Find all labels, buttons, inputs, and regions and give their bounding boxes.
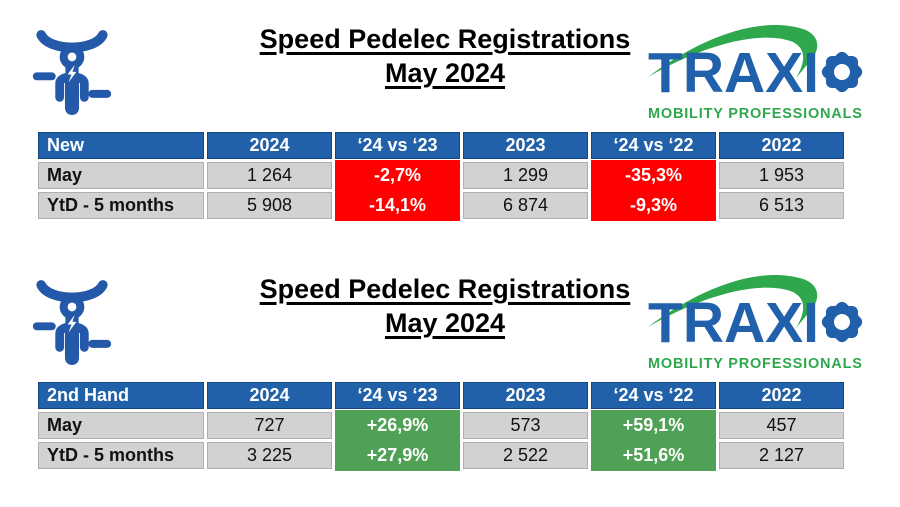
logo-brand-text: TRAXI [648,291,819,355]
delta-24vs22: +51,6% [591,440,716,471]
table-second-hand-registrations: 2nd Hand 2024 ‘24 vs ‘23 2023 ‘24 vs ‘22… [38,382,844,471]
section-second-hand: Speed Pedelec Registrations May 2024 TRA… [0,250,900,507]
row-label: YtD - 5 months [38,192,204,219]
value-2023: 573 [463,412,588,439]
table-header-2024: 2024 [207,132,332,159]
logo-swoosh [648,275,818,328]
value-2023: 2 522 [463,442,588,469]
delta-24vs23: +26,9% [335,410,460,441]
speed-pedelec-icon [28,20,116,122]
delta-24vs23: +27,9% [335,440,460,471]
lightning-bolt-icon [67,64,77,83]
table-header-24vs22: ‘24 vs ‘22 [591,382,716,409]
section-title: Speed Pedelec Registrations May 2024 [120,22,770,90]
table-header-2022: 2022 [719,382,844,409]
logo-tagline: MOBILITY PROFESSIONALS [648,356,863,372]
traxio-logo: TRAXI MOBILITY PROFESSIONALS [648,272,880,374]
gear-icon [821,301,863,343]
value-2023: 6 874 [463,192,588,219]
delta-24vs23: -2,7% [335,160,460,191]
table-header-24vs22: ‘24 vs ‘22 [591,132,716,159]
title-line-1: Speed Pedelec Registrations [259,24,631,54]
section-title: Speed Pedelec Registrations May 2024 [120,272,770,340]
logo-brand-text: TRAXI [648,41,819,105]
speed-pedelec-icon [28,270,116,372]
value-2022: 2 127 [719,442,844,469]
value-2024: 1 264 [207,162,332,189]
table-header-2023: 2023 [463,132,588,159]
logo-swoosh [648,25,818,78]
table-header-2024: 2024 [207,382,332,409]
table-header-24vs23: ‘24 vs ‘23 [335,132,460,159]
section-new: Speed Pedelec Registrations May 2024 TRA… [0,0,900,250]
table-header-2022: 2022 [719,132,844,159]
row-label: May [38,412,204,439]
table-header-category: 2nd Hand [38,382,204,409]
table-header-24vs23: ‘24 vs ‘23 [335,382,460,409]
table-new-registrations: New 2024 ‘24 vs ‘23 2023 ‘24 vs ‘22 2022… [38,132,844,221]
title-line-2: May 2024 [384,58,506,88]
title-line-1: Speed Pedelec Registrations [259,274,631,304]
gear-icon [821,51,863,93]
value-2024: 3 225 [207,442,332,469]
value-2022: 1 953 [719,162,844,189]
traxio-logo: TRAXI MOBILITY PROFESSIONALS [648,22,880,124]
delta-24vs22: -9,3% [591,190,716,221]
value-2022: 457 [719,412,844,439]
value-2024: 727 [207,412,332,439]
value-2023: 1 299 [463,162,588,189]
delta-24vs23: -14,1% [335,190,460,221]
row-label: YtD - 5 months [38,442,204,469]
value-2024: 5 908 [207,192,332,219]
lightning-bolt-icon [67,314,77,333]
row-label: May [38,162,204,189]
title-line-2: May 2024 [384,308,506,338]
delta-24vs22: +59,1% [591,410,716,441]
value-2022: 6 513 [719,192,844,219]
table-header-2023: 2023 [463,382,588,409]
table-header-category: New [38,132,204,159]
logo-tagline: MOBILITY PROFESSIONALS [648,106,863,122]
delta-24vs22: -35,3% [591,160,716,191]
